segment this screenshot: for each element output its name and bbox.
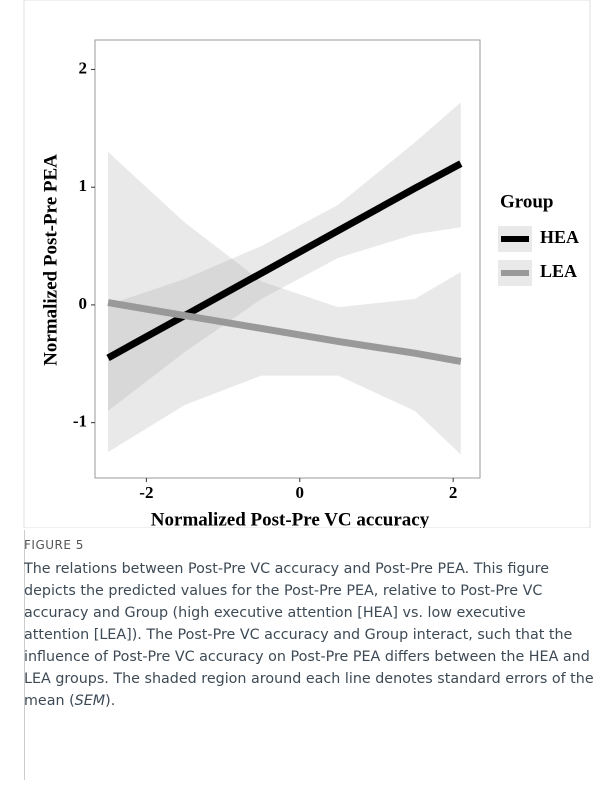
caption-text: ). [105,693,116,709]
caption-rule [24,530,25,780]
figure-frame [23,0,591,528]
x-tick-label: 2 [449,483,458,502]
series-line [106,160,463,361]
legend-label: LEA [540,261,577,281]
caption-italic: SEM [74,693,106,709]
caption-text: The relations between Post-Pre VC accura… [24,561,594,709]
chart: Normalized Post-Pre PEA Normalized Post-… [23,0,591,528]
caption: FIGURE 5 The relations between Post-Pre … [24,538,594,712]
x-axis-label: Normalized Post-Pre VC accuracy [151,509,430,528]
x-tick-label: -2 [139,483,153,502]
legend-label: HEA [540,227,579,247]
y-tick-label: 0 [79,294,88,313]
caption-text: The relations between Post-Pre VC accura… [24,558,594,712]
series-line [107,299,462,365]
plot-border [94,39,481,479]
caption-label: FIGURE 5 [24,538,84,552]
y-axis-label: Normalized Post-Pre PEA [40,154,61,366]
legend-title: Group [500,191,554,212]
y-tick-label: 2 [79,58,88,77]
confidence-band [108,151,461,455]
y-tick-label: 1 [79,176,88,195]
y-tick-label: -1 [73,412,87,431]
x-tick-label: 0 [296,483,305,502]
